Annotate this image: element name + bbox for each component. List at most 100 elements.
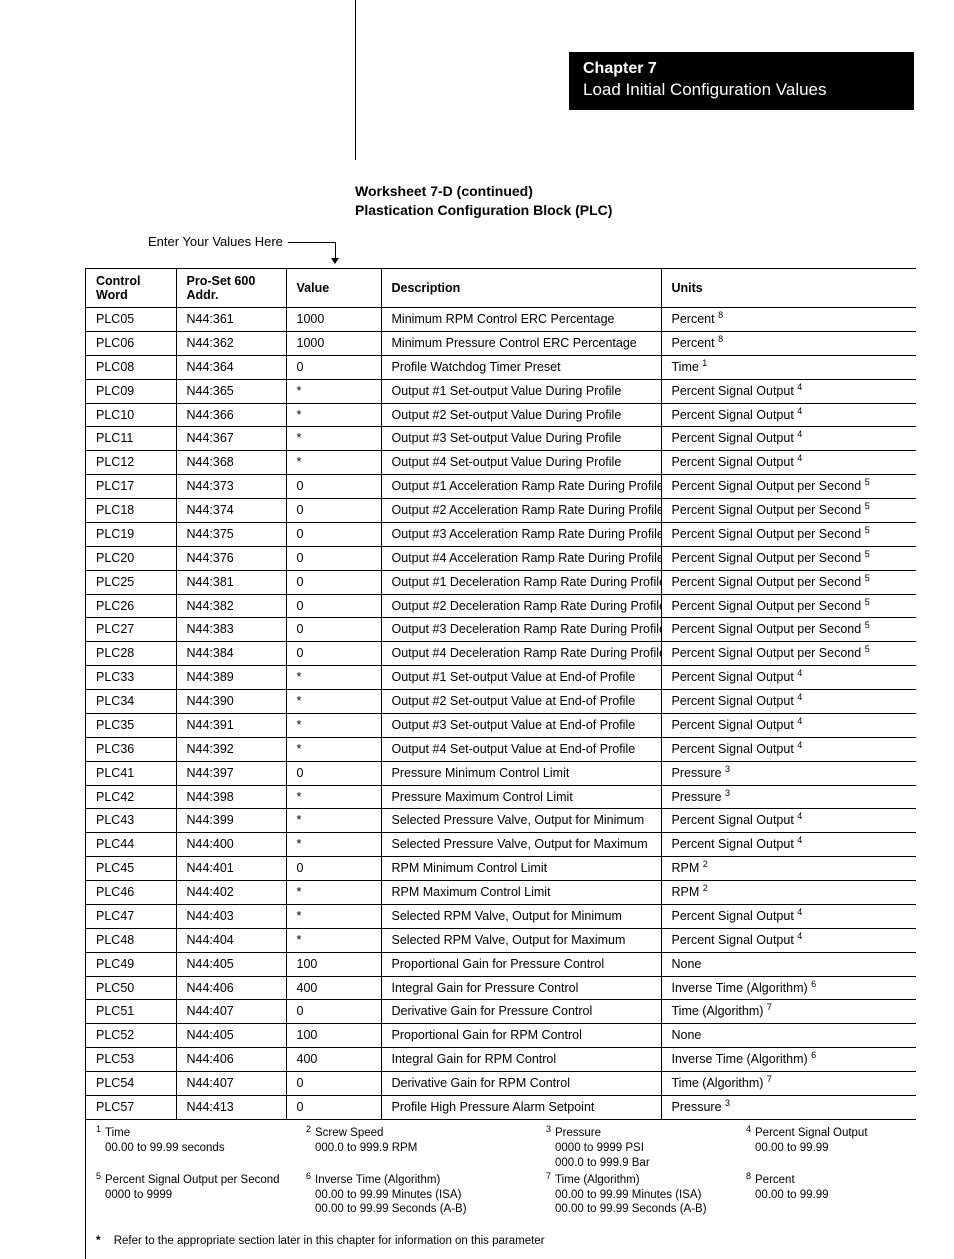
table-row: PLC34N44:390*Output #2 Set-output Value … <box>86 690 916 714</box>
table-header-row: Control Word Pro-Set 600 Addr. Value Des… <box>86 269 916 308</box>
cell-control-word: PLC42 <box>86 785 176 809</box>
cell-control-word: PLC36 <box>86 737 176 761</box>
enter-arrow-head-icon <box>331 258 339 264</box>
table-row: PLC17N44:3730Output #1 Acceleration Ramp… <box>86 475 916 499</box>
units-sup: 2 <box>703 859 708 869</box>
cell-units: RPM 2 <box>661 881 916 905</box>
cell-value: 0 <box>286 1000 381 1024</box>
units-sup: 4 <box>797 429 802 439</box>
cell-control-word: PLC12 <box>86 451 176 475</box>
worksheet-title-line1: Worksheet 7-D (continued) <box>355 183 533 199</box>
table-row: PLC43N44:399*Selected Pressure Valve, Ou… <box>86 809 916 833</box>
table-row: PLC20N44:3760Output #4 Acceleration Ramp… <box>86 546 916 570</box>
cell-addr: N44:367 <box>176 427 286 451</box>
units-sup: 4 <box>797 381 802 391</box>
cell-value: * <box>286 809 381 833</box>
cell-control-word: PLC25 <box>86 570 176 594</box>
footnote-body: Screw Speed000.0 to 999.9 RPM <box>315 1126 417 1171</box>
footnote-body: Inverse Time (Algorithm)00.00 to 99.99 M… <box>315 1173 467 1218</box>
cell-units: Time (Algorithm) 7 <box>661 1072 916 1096</box>
cell-description: Derivative Gain for RPM Control <box>381 1072 661 1096</box>
cell-units: Pressure 3 <box>661 1095 916 1119</box>
table-row: PLC44N44:400*Selected Pressure Valve, Ou… <box>86 833 916 857</box>
cell-control-word: PLC19 <box>86 522 176 546</box>
cell-addr: N44:399 <box>176 809 286 833</box>
footnote-num: 3 <box>546 1124 551 1169</box>
footnote-body: Percent Signal Output00.00 to 99.99 <box>755 1126 868 1171</box>
cell-control-word: PLC47 <box>86 904 176 928</box>
cell-units: Percent Signal Output per Second 5 <box>661 570 916 594</box>
units-sup: 6 <box>811 978 816 988</box>
cell-control-word: PLC26 <box>86 594 176 618</box>
cell-description: Minimum RPM Control ERC Percentage <box>381 308 661 332</box>
chapter-subtitle: Load Initial Configuration Values <box>583 80 900 100</box>
cell-control-word: PLC18 <box>86 499 176 523</box>
cell-control-word: PLC05 <box>86 308 176 332</box>
cell-value: 0 <box>286 618 381 642</box>
footnote: 3Pressure0000 to 9999 PSI000.0 to 999.9 … <box>546 1126 746 1171</box>
cell-value: * <box>286 737 381 761</box>
cell-control-word: PLC49 <box>86 952 176 976</box>
cell-description: Profile High Pressure Alarm Setpoint <box>381 1095 661 1119</box>
table-row: PLC11N44:367*Output #3 Set-output Value … <box>86 427 916 451</box>
table-row: PLC33N44:389*Output #1 Set-output Value … <box>86 666 916 690</box>
units-sup: 3 <box>725 763 730 773</box>
cell-units: Pressure 3 <box>661 785 916 809</box>
cell-units: Percent Signal Output 4 <box>661 427 916 451</box>
cell-addr: N44:400 <box>176 833 286 857</box>
cell-units: Percent Signal Output 4 <box>661 666 916 690</box>
cell-addr: N44:402 <box>176 881 286 905</box>
cell-addr: N44:413 <box>176 1095 286 1119</box>
cell-addr: N44:381 <box>176 570 286 594</box>
units-sup: 7 <box>767 1074 772 1084</box>
cell-addr: N44:376 <box>176 546 286 570</box>
table-row: PLC08N44:3640Profile Watchdog Timer Pres… <box>86 355 916 379</box>
cell-units: Time 1 <box>661 355 916 379</box>
units-sup: 4 <box>797 740 802 750</box>
cell-units: Percent Signal Output 4 <box>661 713 916 737</box>
cell-value: 0 <box>286 642 381 666</box>
cell-control-word: PLC51 <box>86 1000 176 1024</box>
cell-control-word: PLC50 <box>86 976 176 1000</box>
units-sup: 4 <box>797 716 802 726</box>
cell-description: Proportional Gain for Pressure Control <box>381 952 661 976</box>
cell-description: Output #2 Set-output Value at End-of Pro… <box>381 690 661 714</box>
cell-units: Percent 8 <box>661 331 916 355</box>
cell-value: 0 <box>286 570 381 594</box>
footnote: 5Percent Signal Output per Second0000 to… <box>96 1173 306 1218</box>
cell-units: Percent Signal Output 4 <box>661 904 916 928</box>
footnote: 1Time00.00 to 99.99 seconds <box>96 1126 306 1171</box>
units-sup: 3 <box>725 1098 730 1108</box>
cell-units: RPM 2 <box>661 857 916 881</box>
cell-units: Percent Signal Output per Second 5 <box>661 499 916 523</box>
table-row: PLC19N44:3750Output #3 Acceleration Ramp… <box>86 522 916 546</box>
cell-control-word: PLC06 <box>86 331 176 355</box>
cell-control-word: PLC20 <box>86 546 176 570</box>
asterisk-text: Refer to the appropriate section later i… <box>114 1235 545 1247</box>
worksheet-title-line2: Plastication Configuration Block (PLC) <box>355 202 612 218</box>
cell-value: * <box>286 379 381 403</box>
col-description: Description <box>381 269 661 308</box>
footnote: 4Percent Signal Output00.00 to 99.99 <box>746 1126 926 1171</box>
table-row: PLC49N44:405100Proportional Gain for Pre… <box>86 952 916 976</box>
cell-description: Output #3 Acceleration Ramp Rate During … <box>381 522 661 546</box>
cell-control-word: PLC57 <box>86 1095 176 1119</box>
table-row: PLC41N44:3970Pressure Minimum Control Li… <box>86 761 916 785</box>
units-sup: 5 <box>865 501 870 511</box>
cell-description: Pressure Maximum Control Limit <box>381 785 661 809</box>
cell-value: 100 <box>286 1024 381 1048</box>
cell-units: Percent Signal Output 4 <box>661 403 916 427</box>
cell-description: Pressure Minimum Control Limit <box>381 761 661 785</box>
cell-value: 0 <box>286 1072 381 1096</box>
cell-addr: N44:391 <box>176 713 286 737</box>
cell-addr: N44:383 <box>176 618 286 642</box>
cell-value: * <box>286 666 381 690</box>
cell-control-word: PLC17 <box>86 475 176 499</box>
units-sup: 4 <box>797 692 802 702</box>
units-sup: 5 <box>865 477 870 487</box>
cell-description: Proportional Gain for RPM Control <box>381 1024 661 1048</box>
cell-addr: N44:364 <box>176 355 286 379</box>
cell-addr: N44:366 <box>176 403 286 427</box>
cell-addr: N44:375 <box>176 522 286 546</box>
cell-value: 1000 <box>286 308 381 332</box>
